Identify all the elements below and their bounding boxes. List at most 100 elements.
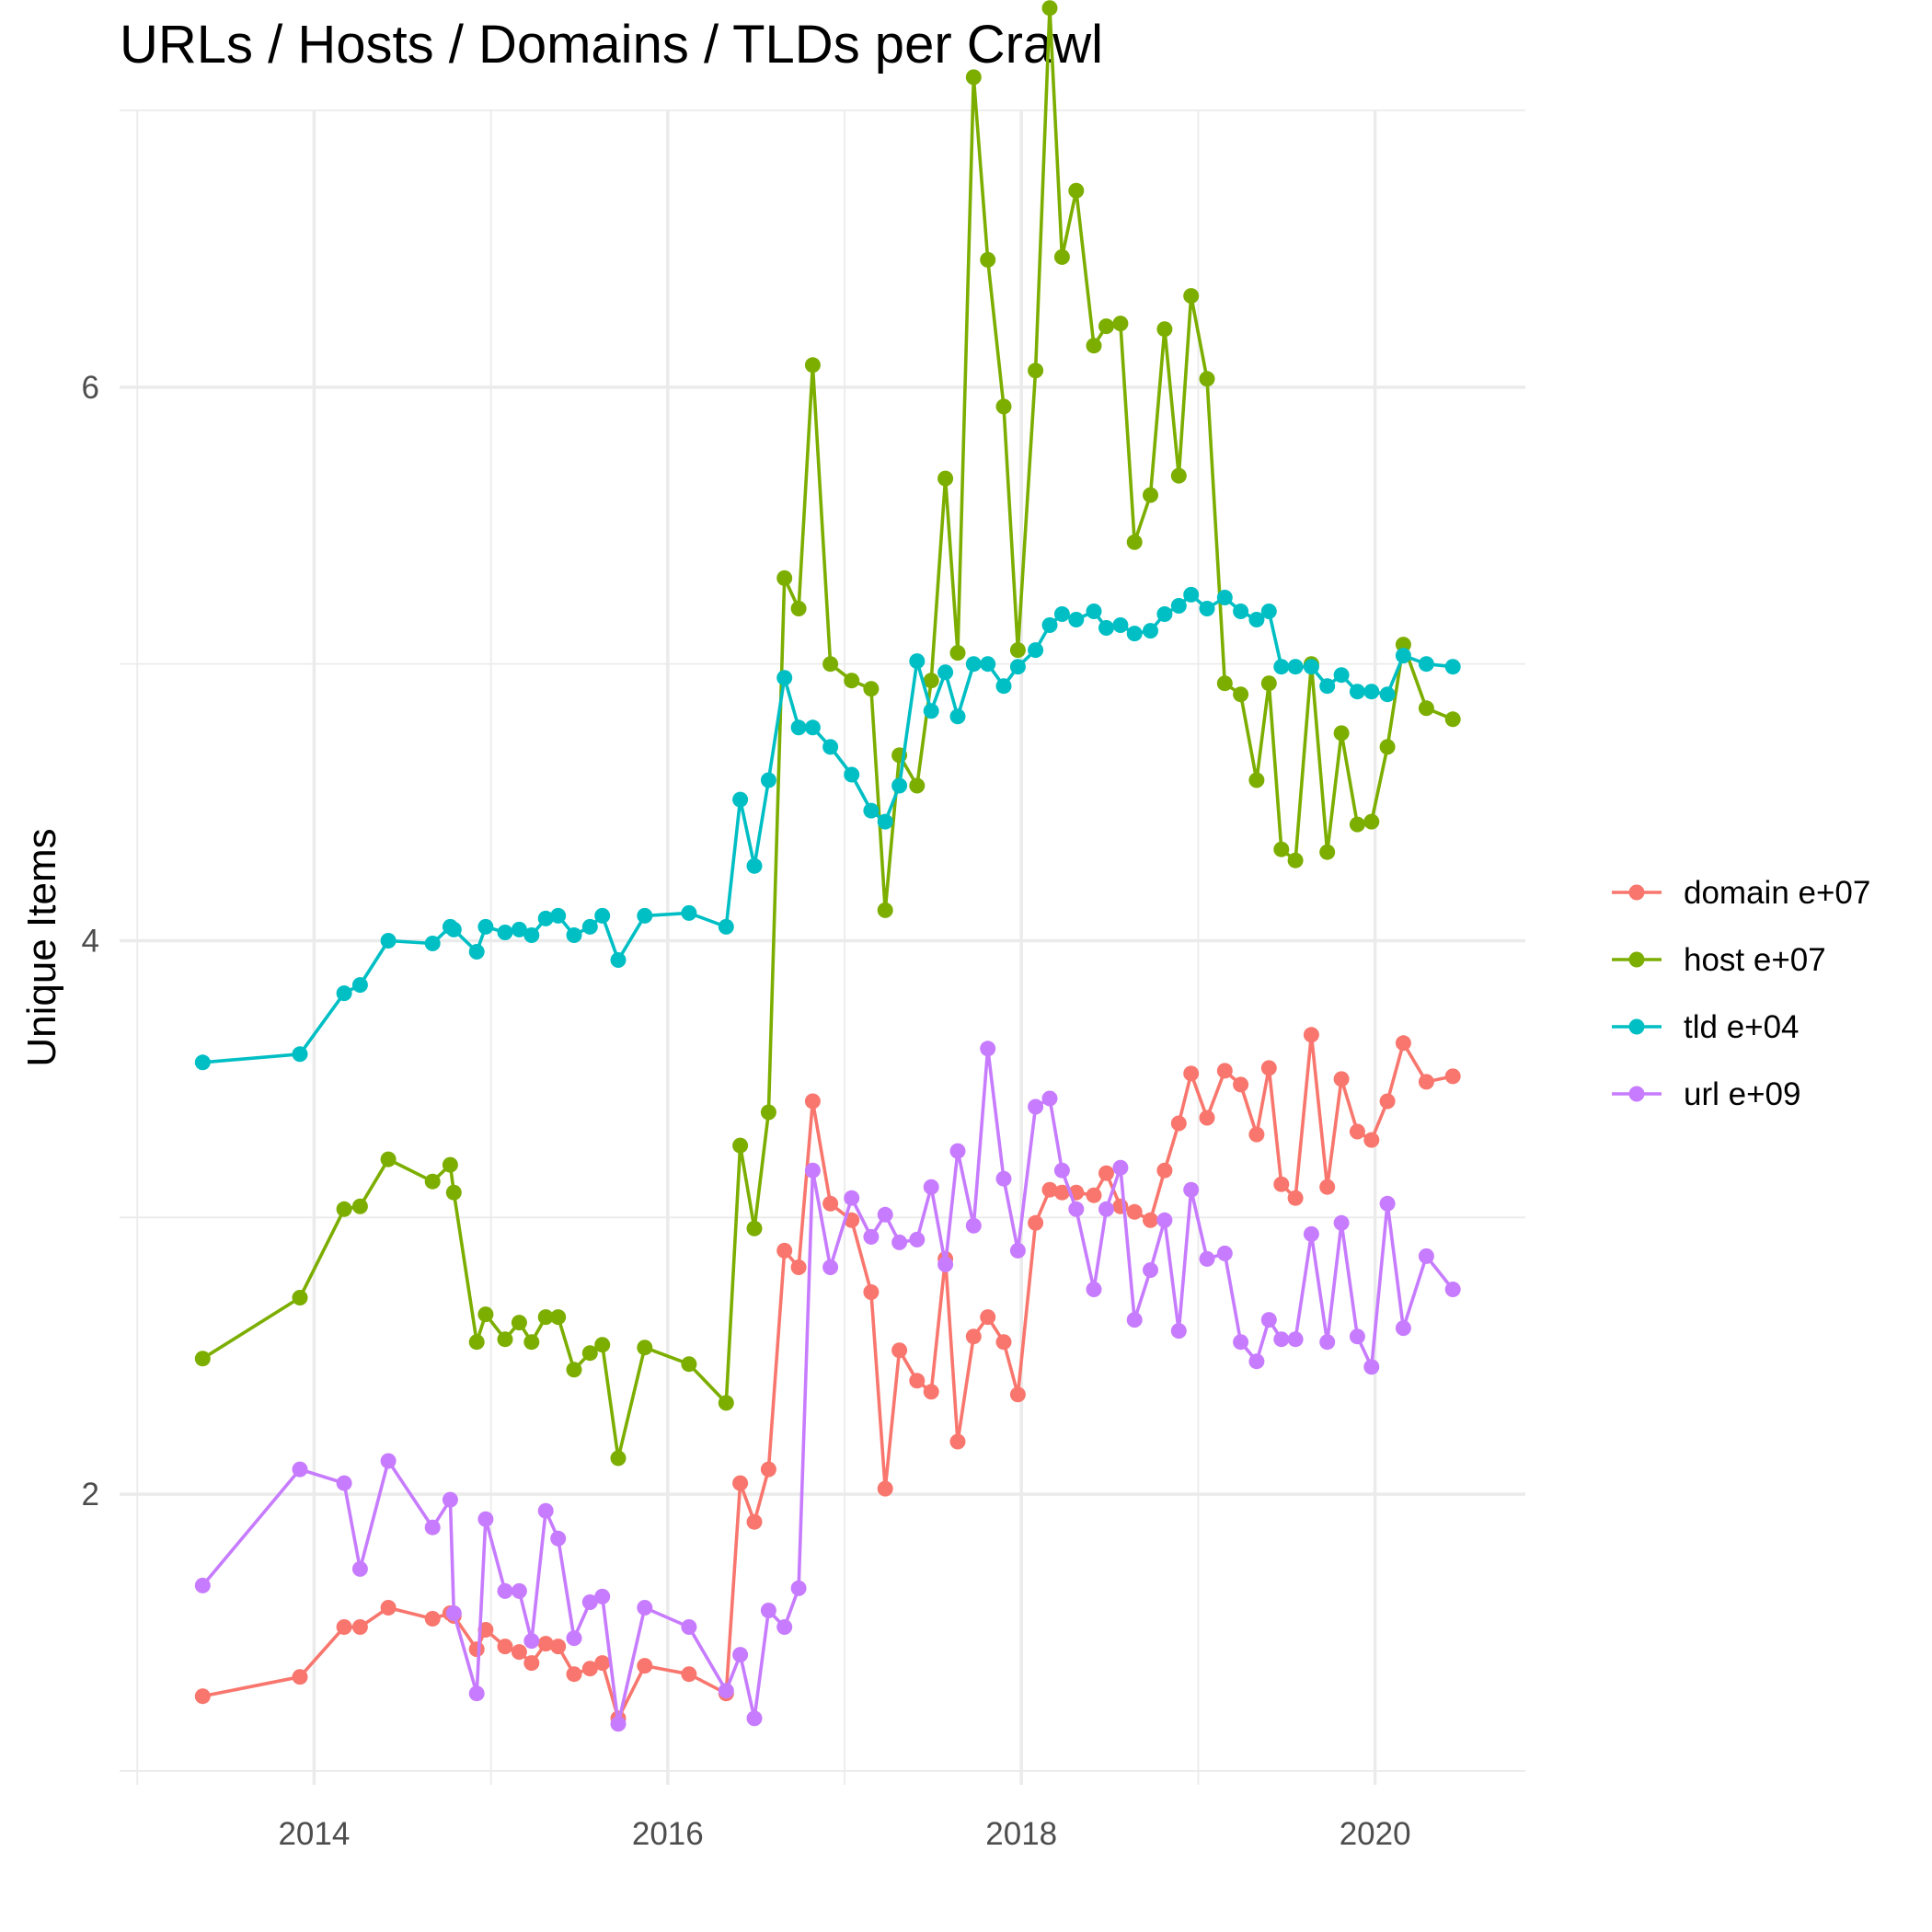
data-point-url bbox=[550, 1530, 567, 1547]
data-point-domain bbox=[877, 1480, 893, 1497]
data-point-host bbox=[980, 251, 996, 268]
data-point-url bbox=[1363, 1359, 1380, 1375]
data-point-tld bbox=[681, 904, 697, 921]
data-point-host bbox=[1287, 852, 1304, 868]
data-point-tld bbox=[194, 1054, 211, 1071]
data-point-tld bbox=[1379, 686, 1396, 703]
legend-label: domain e+07 bbox=[1684, 875, 1870, 911]
data-point-tld bbox=[1068, 612, 1085, 627]
data-point-url bbox=[923, 1179, 939, 1195]
data-point-url bbox=[995, 1170, 1012, 1187]
series-host bbox=[194, 0, 1461, 1466]
data-point-tld bbox=[336, 985, 352, 1002]
data-point-tld bbox=[1363, 684, 1380, 700]
data-point-tld bbox=[566, 927, 582, 943]
data-point-tld bbox=[980, 656, 996, 673]
data-point-tld bbox=[790, 719, 807, 736]
series-url bbox=[194, 1041, 1461, 1732]
data-point-url bbox=[1273, 1331, 1290, 1348]
data-point-host bbox=[1333, 725, 1350, 742]
data-point-url bbox=[1041, 1090, 1058, 1107]
data-point-url bbox=[1444, 1282, 1461, 1297]
data-point-domain bbox=[594, 1655, 611, 1672]
data-point-host bbox=[511, 1315, 527, 1331]
data-point-tld bbox=[1319, 678, 1336, 695]
data-point-domain bbox=[1170, 1115, 1187, 1132]
data-point-domain bbox=[965, 1328, 982, 1345]
data-point-host bbox=[497, 1331, 513, 1348]
data-point-host bbox=[1248, 772, 1265, 788]
data-point-domain bbox=[995, 1334, 1012, 1351]
data-point-domain bbox=[550, 1639, 567, 1655]
data-point-host bbox=[594, 1337, 611, 1353]
data-point-domain bbox=[1143, 1212, 1158, 1228]
y-tick-label: 4 bbox=[82, 923, 99, 959]
data-point-url bbox=[1248, 1353, 1265, 1370]
data-point-host bbox=[1156, 321, 1173, 338]
data-point-host bbox=[1319, 844, 1336, 860]
data-point-tld bbox=[891, 777, 908, 794]
data-point-host bbox=[1418, 700, 1434, 717]
data-point-host bbox=[746, 1220, 763, 1236]
data-point-tld bbox=[1009, 659, 1026, 675]
data-point-tld bbox=[497, 925, 513, 940]
data-point-url bbox=[746, 1710, 763, 1727]
data-point-domain bbox=[1183, 1065, 1200, 1082]
data-point-url bbox=[1143, 1262, 1158, 1278]
data-point-domain bbox=[1395, 1035, 1411, 1052]
data-point-url bbox=[1183, 1181, 1200, 1198]
data-point-tld bbox=[1349, 684, 1365, 700]
data-point-url bbox=[1086, 1282, 1102, 1297]
data-point-tld bbox=[1303, 659, 1319, 675]
data-point-domain bbox=[980, 1309, 996, 1326]
data-point-domain bbox=[1041, 1181, 1058, 1198]
data-point-tld bbox=[1170, 598, 1187, 614]
data-point-domain bbox=[863, 1284, 880, 1300]
data-point-domain bbox=[746, 1513, 763, 1530]
data-point-host bbox=[566, 1362, 582, 1378]
data-point-host bbox=[477, 1306, 494, 1323]
data-point-tld bbox=[746, 857, 763, 874]
data-point-domain bbox=[292, 1669, 308, 1685]
data-point-domain bbox=[424, 1611, 441, 1627]
data-point-tld bbox=[351, 977, 368, 994]
data-point-tld bbox=[804, 719, 821, 736]
data-point-host bbox=[442, 1156, 458, 1173]
data-point-domain bbox=[537, 1636, 554, 1652]
data-point-host bbox=[1379, 739, 1396, 755]
data-point-tld bbox=[1216, 590, 1233, 605]
data-point-url bbox=[1098, 1201, 1114, 1217]
data-point-host bbox=[351, 1198, 368, 1214]
data-point-domain bbox=[581, 1661, 598, 1677]
data-point-tld bbox=[511, 921, 527, 937]
data-point-domain bbox=[511, 1644, 527, 1661]
legend-label: url e+09 bbox=[1684, 1076, 1800, 1112]
legend-item-tld: tld e+04 bbox=[1612, 1009, 1800, 1045]
data-point-url bbox=[937, 1256, 954, 1272]
data-point-url bbox=[965, 1217, 982, 1234]
data-point-host bbox=[965, 69, 982, 86]
data-point-host bbox=[1098, 318, 1114, 335]
data-point-domain bbox=[1248, 1126, 1265, 1143]
data-point-domain bbox=[1260, 1060, 1277, 1076]
data-point-url bbox=[1287, 1331, 1304, 1348]
data-point-tld bbox=[610, 952, 627, 968]
data-point-tld bbox=[292, 1046, 308, 1063]
data-point-host bbox=[537, 1309, 554, 1326]
data-point-host bbox=[1170, 467, 1187, 484]
data-point-tld bbox=[995, 678, 1012, 695]
data-point-url bbox=[909, 1231, 926, 1248]
data-point-host bbox=[877, 902, 893, 918]
data-point-url bbox=[1395, 1320, 1411, 1337]
data-point-tld bbox=[1287, 659, 1304, 675]
data-point-domain bbox=[1333, 1071, 1350, 1087]
data-point-tld bbox=[732, 791, 749, 808]
legend-key-point bbox=[1628, 884, 1645, 901]
data-point-host bbox=[550, 1309, 567, 1326]
data-point-domain bbox=[1379, 1093, 1396, 1110]
data-point-domain bbox=[1053, 1184, 1070, 1201]
data-point-host bbox=[776, 569, 793, 586]
data-point-host bbox=[790, 601, 807, 616]
data-point-url bbox=[844, 1190, 860, 1206]
data-point-host bbox=[923, 673, 939, 689]
